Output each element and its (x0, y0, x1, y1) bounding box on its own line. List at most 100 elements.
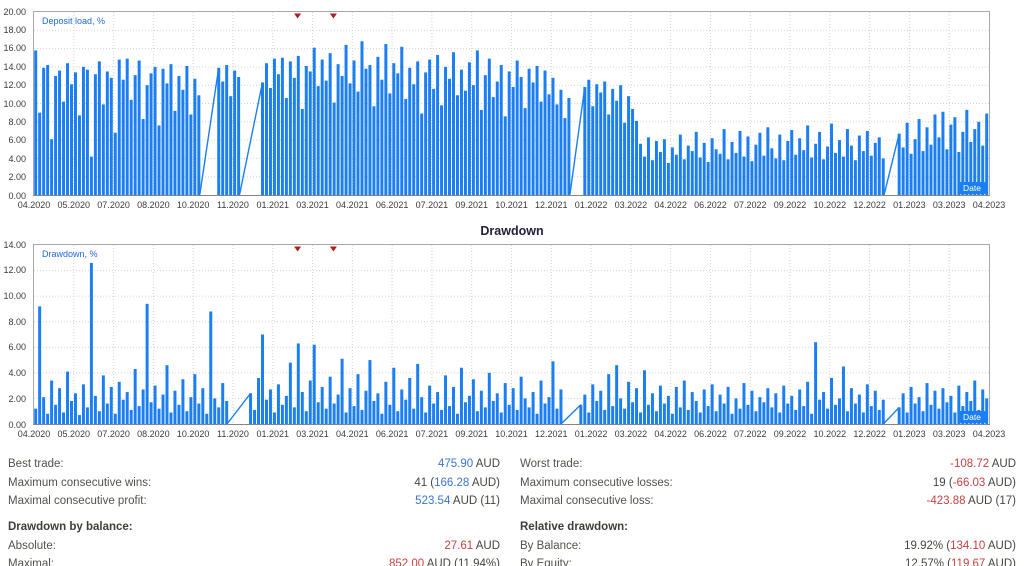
x-tick-label: 04.2020 (17, 429, 51, 439)
x-tick-label: 07.2021 (415, 429, 449, 439)
x-tick-label: 07.2020 (97, 429, 130, 439)
x-tick-label: 09.2022 (773, 200, 807, 210)
y-tick-label: 8.00 (8, 116, 26, 127)
x-tick-label: 09.2021 (455, 429, 488, 439)
x-tick-label: 08.2020 (137, 429, 170, 439)
x-tick-label: 05.2020 (57, 429, 91, 439)
x-tick-label: 03.2021 (296, 429, 329, 439)
table-row: Drawdown by balance: Relative drawdown: (0, 518, 1024, 537)
x-tick-label: 11.2020 (217, 200, 249, 210)
x-tick-label: 06.2022 (694, 200, 727, 210)
x-tick-label: 01.2021 (256, 429, 290, 439)
drawdown-by-balance-header: Drawdown by balance: (8, 521, 133, 534)
x-tick-label: 12.2022 (853, 429, 886, 439)
x-tick-label: 10.2021 (495, 200, 528, 210)
x-tick-label: 04.2022 (654, 429, 687, 439)
max-consecutive-profit-value: 523.54 AUD (11) (415, 495, 500, 508)
best-trade-value: 475.90 AUD (437, 458, 500, 471)
max-consecutive-wins-value: 41 (166.28 AUD) (414, 476, 500, 489)
x-tick-label: 12.2021 (535, 429, 568, 439)
x-tick-label: 12.2021 (535, 200, 568, 210)
x-tick-label: 03.2023 (932, 200, 966, 210)
y-tick-label: 10.00 (3, 290, 26, 301)
x-tick-label: 05.2020 (57, 200, 91, 210)
x-tick-label: 10.2022 (813, 429, 847, 439)
y-tick-label: 4.00 (8, 368, 26, 379)
max-consecutive-losses-value: 19 (-66.03 AUD) (932, 476, 1016, 489)
deposit-load-series-label: Deposit load, % (42, 16, 106, 26)
x-tick-label: 01.2023 (893, 200, 926, 210)
worst-trade-label: Worst trade: (520, 458, 583, 471)
x-tick-label: 06.2022 (694, 429, 727, 439)
x-tick-label: 07.2022 (733, 200, 767, 210)
x-tick-label: 01.2022 (574, 200, 608, 210)
absolute-drawdown-value: 27.61 AUD (444, 539, 500, 552)
x-tick-label: 03.2021 (296, 200, 329, 210)
x-tick-label: 11.2020 (217, 429, 249, 439)
max-consecutive-loss-label: Maximal consecutive loss: (520, 495, 654, 508)
x-tick-label: 01.2023 (893, 429, 926, 439)
max-consecutive-profit-label: Maximal consecutive profit: (8, 495, 147, 508)
y-tick-label: 8.00 (8, 316, 26, 327)
x-tick-label: 07.2020 (97, 200, 130, 210)
trade-marker-icon (294, 246, 302, 252)
drawdown-chart: Drawdown, % Date (33, 244, 990, 425)
x-tick-label: 01.2021 (256, 200, 290, 210)
y-tick-label: 10.00 (3, 98, 26, 109)
statistics-table: Best trade: 475.90 AUD Worst trade: -108… (0, 455, 1024, 566)
date-axis-badge: Date (958, 182, 986, 194)
x-tick-label: 04.2022 (654, 200, 687, 210)
x-tick-label: 10.2022 (813, 200, 847, 210)
max-consecutive-wins-label: Maximum consecutive wins: (8, 476, 152, 489)
maximal-drawdown-label: Maximal: (8, 558, 55, 566)
drawdown-y-axis: 14.00 12.00 10.00 8.00 6.00 4.00 2.00 0.00 (0, 240, 30, 430)
deposit-load-x-axis: 04.2020 05.2020 07.2020 08.2020 10.2020 11.20… (0, 198, 1024, 212)
deposit-load-y-axis: 20.00 18.00 16.00 14.00 12.00 10.00 8.00 6.00 4.… (0, 7, 30, 201)
best-trade-label: Best trade: (8, 458, 64, 471)
y-tick-label: 0.00 (8, 190, 26, 201)
max-consecutive-losses-label: Maximum consecutive losses: (520, 476, 673, 489)
y-tick-label: 0.00 (8, 419, 26, 430)
y-tick-label: 2.00 (8, 172, 26, 183)
x-tick-label: 10.2020 (176, 429, 210, 439)
by-equity-value: 12.57% (119.67 AUD) (904, 558, 1016, 566)
x-tick-label: 09.2021 (455, 200, 488, 210)
y-tick-label: 16.00 (3, 43, 26, 54)
y-tick-label: 2.00 (8, 393, 26, 404)
y-tick-label: 6.00 (8, 135, 26, 146)
drawdown-series-label: Drawdown, % (42, 249, 98, 259)
x-tick-label: 03.2022 (614, 429, 648, 439)
x-tick-label: 07.2021 (415, 200, 449, 210)
by-equity-label: By Equity: (520, 558, 572, 566)
y-tick-label: 20.00 (3, 6, 26, 17)
table-row: Maximal consecutive profit: 523.54 AUD (… (0, 492, 1024, 511)
x-tick-label: 04.2021 (336, 200, 369, 210)
x-tick-label: 10.2020 (176, 200, 210, 210)
drawdown-section-title: Drawdown (480, 224, 544, 238)
y-tick-label: 12.00 (3, 265, 26, 276)
y-tick-label: 18.00 (3, 24, 26, 35)
x-tick-label: 07.2022 (733, 429, 767, 439)
x-tick-label: 04.2021 (336, 429, 369, 439)
x-tick-label: 06.2021 (375, 200, 409, 210)
relative-drawdown-header: Relative drawdown: (520, 521, 628, 534)
x-tick-label: 04.2023 (972, 429, 1006, 439)
x-tick-label: 03.2023 (932, 429, 966, 439)
x-tick-label: 08.2020 (137, 200, 170, 210)
x-tick-label: 04.2020 (17, 200, 51, 210)
y-tick-label: 14.00 (3, 239, 26, 250)
deposit-load-chart: Deposit load, % Date (33, 11, 990, 196)
by-balance-label: By Balance: (520, 539, 582, 552)
y-tick-label: 6.00 (8, 342, 26, 353)
max-consecutive-loss-value: -423.88 AUD (17) (926, 495, 1016, 508)
drawdown-plot-area (34, 245, 989, 424)
table-row: Maximal: 852.00 AUD (11.94%) By Equity: … (0, 555, 1024, 566)
deposit-load-plot-area (34, 12, 989, 195)
x-tick-label: 03.2022 (614, 200, 648, 210)
y-tick-label: 14.00 (3, 61, 26, 72)
trade-marker-icon (329, 13, 337, 19)
date-axis-badge: Date (958, 411, 986, 423)
y-tick-label: 12.00 (3, 80, 26, 91)
table-row: Best trade: 475.90 AUD Worst trade: -108… (0, 455, 1024, 474)
